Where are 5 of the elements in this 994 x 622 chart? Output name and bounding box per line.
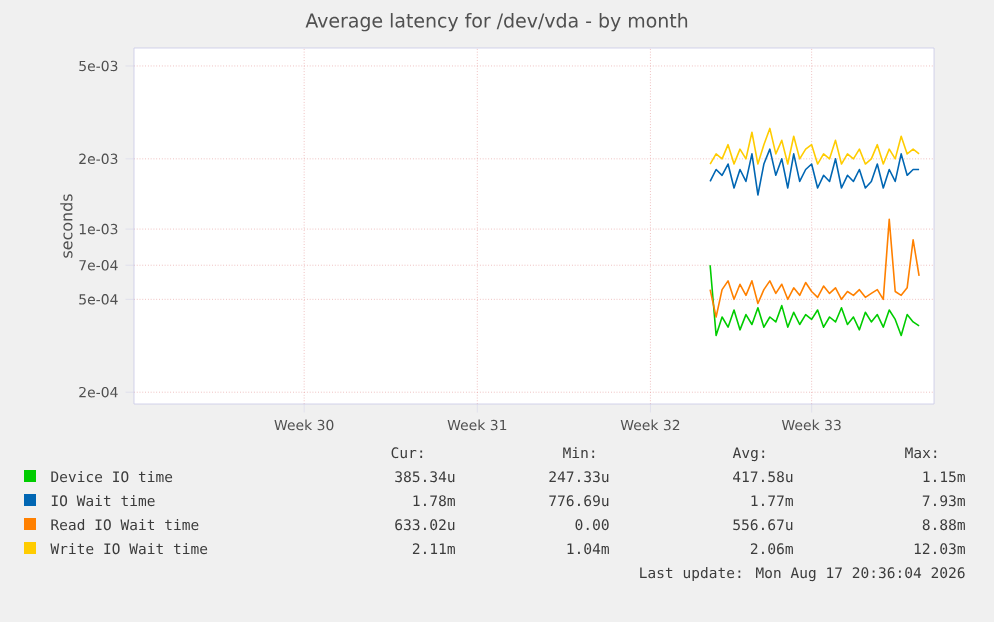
line-series [709,218,920,318]
line-series [709,264,920,337]
chart-title: Average latency for /dev/vda - by month [305,13,688,32]
line-series [709,127,920,165]
line-series [709,148,920,196]
